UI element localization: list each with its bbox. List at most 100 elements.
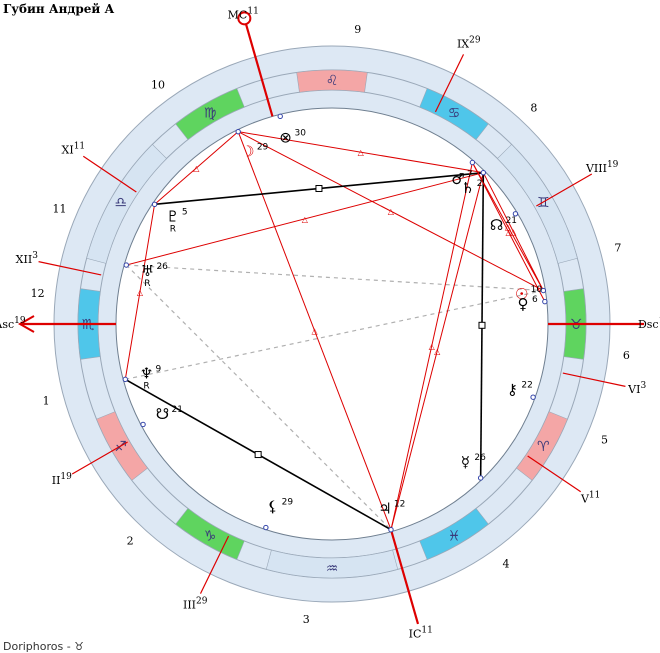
aspect-line-uranus-sun xyxy=(126,264,544,292)
aspect-trine-icon: △ xyxy=(388,207,395,216)
saturn-glyph-icon: ♄ xyxy=(461,179,474,197)
aspect-trine-icon: △ xyxy=(358,148,365,157)
chiron-glyph-icon: ⚷ xyxy=(507,381,518,399)
chart-title: Губин Андрей А xyxy=(3,2,115,16)
house-number-12: 12 xyxy=(31,287,45,300)
cusp-line-iii xyxy=(199,535,230,594)
aspect-trine-icon: △ xyxy=(137,288,144,297)
cusp-label-xi: XI11 xyxy=(62,142,86,157)
aspect-trine-icon: △ xyxy=(434,347,441,356)
part-of-fortune-degree: 30 xyxy=(295,129,307,139)
south-node-marker xyxy=(140,421,146,428)
neptune-retrograde: R xyxy=(143,382,149,392)
cusp-label-xii: XII3 xyxy=(16,251,39,266)
mercury-glyph-icon: ☿ xyxy=(461,453,470,471)
sign-glyph-capricorn: ♑ xyxy=(204,528,217,544)
cusp-label-viii: VIII19 xyxy=(585,160,619,175)
sign-glyph-leo: ♌ xyxy=(326,73,339,89)
cusp-label-ic: IC11 xyxy=(409,626,433,641)
aspect-line-mars-sun xyxy=(471,162,544,291)
south-node-glyph-icon: ☋ xyxy=(156,405,169,423)
cusp-line-v xyxy=(527,455,582,493)
north-node-marker xyxy=(512,211,519,217)
cusp-degree: 19 xyxy=(60,472,72,482)
cusp-line-vi xyxy=(562,372,626,387)
house-cusps: Asc19 II19 III29 IC11 V11 VI3 Dsc19 VIII19 IX29 M… xyxy=(0,6,660,640)
house-number-11: 11 xyxy=(53,202,67,215)
north-node-glyph-icon: ☊ xyxy=(490,216,503,234)
neptune-degree: 9 xyxy=(156,365,162,375)
sign-glyph-sagittarius: ♐ xyxy=(114,439,127,455)
aspect-trine-icon: △ xyxy=(505,223,512,232)
sign-segment-leo xyxy=(296,69,368,93)
chiron-degree: 22 xyxy=(521,381,532,391)
cusp-line-ic xyxy=(390,531,420,625)
jupiter-degree: 12 xyxy=(394,500,405,510)
aspect-line-mars-venus xyxy=(471,162,546,302)
sign-glyph-cancer: ♋ xyxy=(448,106,461,122)
pluto-degree: 5 xyxy=(182,208,188,218)
cusp-line-ix xyxy=(434,54,465,113)
sign-glyph-aries: ♈ xyxy=(537,439,550,455)
house-number-2: 2 xyxy=(127,534,134,547)
jupiter-glyph-icon: ♃ xyxy=(378,500,391,518)
cusp-line-mc xyxy=(244,23,274,117)
aspect-line-moon-saturn xyxy=(238,131,484,174)
sign-segment-aries xyxy=(515,411,568,481)
aspect-line-saturn-sun xyxy=(482,172,544,291)
cusp-label-iii: III29 xyxy=(183,596,208,611)
aspect-line-moon-jupiter xyxy=(237,131,392,530)
sign-segment-virgo xyxy=(175,88,245,141)
aspect-trine-icon: △ xyxy=(429,342,436,351)
sign-segment-capricorn xyxy=(175,507,245,560)
north-node-degree: 21 xyxy=(506,216,517,226)
house-number-3: 3 xyxy=(303,613,310,626)
cusp-degree: 19 xyxy=(607,160,619,170)
aspect-line-mars-jupiter xyxy=(390,162,473,530)
sign-glyph-libra: ♎ xyxy=(114,195,127,211)
sign-segment-pisces xyxy=(419,507,489,560)
south-node-degree: 21 xyxy=(171,405,182,415)
aspect-line-moon-pluto xyxy=(154,131,239,205)
cusp-line-viii xyxy=(536,173,593,207)
aspect-square-icon xyxy=(478,321,486,329)
mars-degree: 7 xyxy=(467,170,473,180)
venus-degree: 6 xyxy=(532,295,538,305)
cusp-degree: 19 xyxy=(659,316,660,326)
aspect-line-uranus-saturn xyxy=(126,172,484,266)
cusp-degree: 11 xyxy=(247,6,258,16)
mercury-marker xyxy=(477,475,484,481)
cusp-label-mc: MC11 xyxy=(228,6,259,21)
cusp-degree: 3 xyxy=(640,381,646,391)
uranus-retrograde: R xyxy=(144,279,150,289)
cusp-degree: 3 xyxy=(32,251,38,261)
aspect-line-saturn-jupiter xyxy=(390,172,484,530)
asc-arrow-icon xyxy=(17,315,35,333)
pluto-marker xyxy=(151,201,158,208)
sun-degree: 10 xyxy=(531,285,543,295)
cusp-degree: 29 xyxy=(196,596,208,606)
sun-marker xyxy=(540,287,547,294)
venus-marker xyxy=(542,298,548,305)
pluto-retrograde: R xyxy=(170,225,176,235)
zodiac-ring: ♏♐♑♒♓♈♉♊♋♌♍♎ xyxy=(53,45,611,603)
house-number-1: 1 xyxy=(43,395,50,408)
cusp-label-vi: VI3 xyxy=(627,381,646,396)
part-of-fortune-glyph-icon: ⊗ xyxy=(279,129,292,147)
neptune-marker xyxy=(122,376,128,383)
lilith-degree: 29 xyxy=(282,498,294,508)
aspect-trine-icon: △ xyxy=(302,215,309,224)
cusp-degree: 19 xyxy=(14,316,26,326)
house-number-10: 10 xyxy=(151,79,165,92)
moon-marker xyxy=(235,128,241,135)
sign-glyph-virgo: ♍ xyxy=(204,106,217,122)
sign-glyph-aquarius: ♒ xyxy=(326,561,339,577)
lilith-glyph-icon: ⚸ xyxy=(267,498,278,516)
uranus-marker xyxy=(123,262,129,268)
house-number-6: 6 xyxy=(623,349,630,362)
aspect-line-moon-sun xyxy=(237,131,544,291)
cusp-degree: 11 xyxy=(589,490,600,500)
cusp-label-v: V11 xyxy=(580,490,600,505)
aspect-line-pluto-neptune xyxy=(124,204,156,380)
cusp-line-xi xyxy=(82,155,137,193)
